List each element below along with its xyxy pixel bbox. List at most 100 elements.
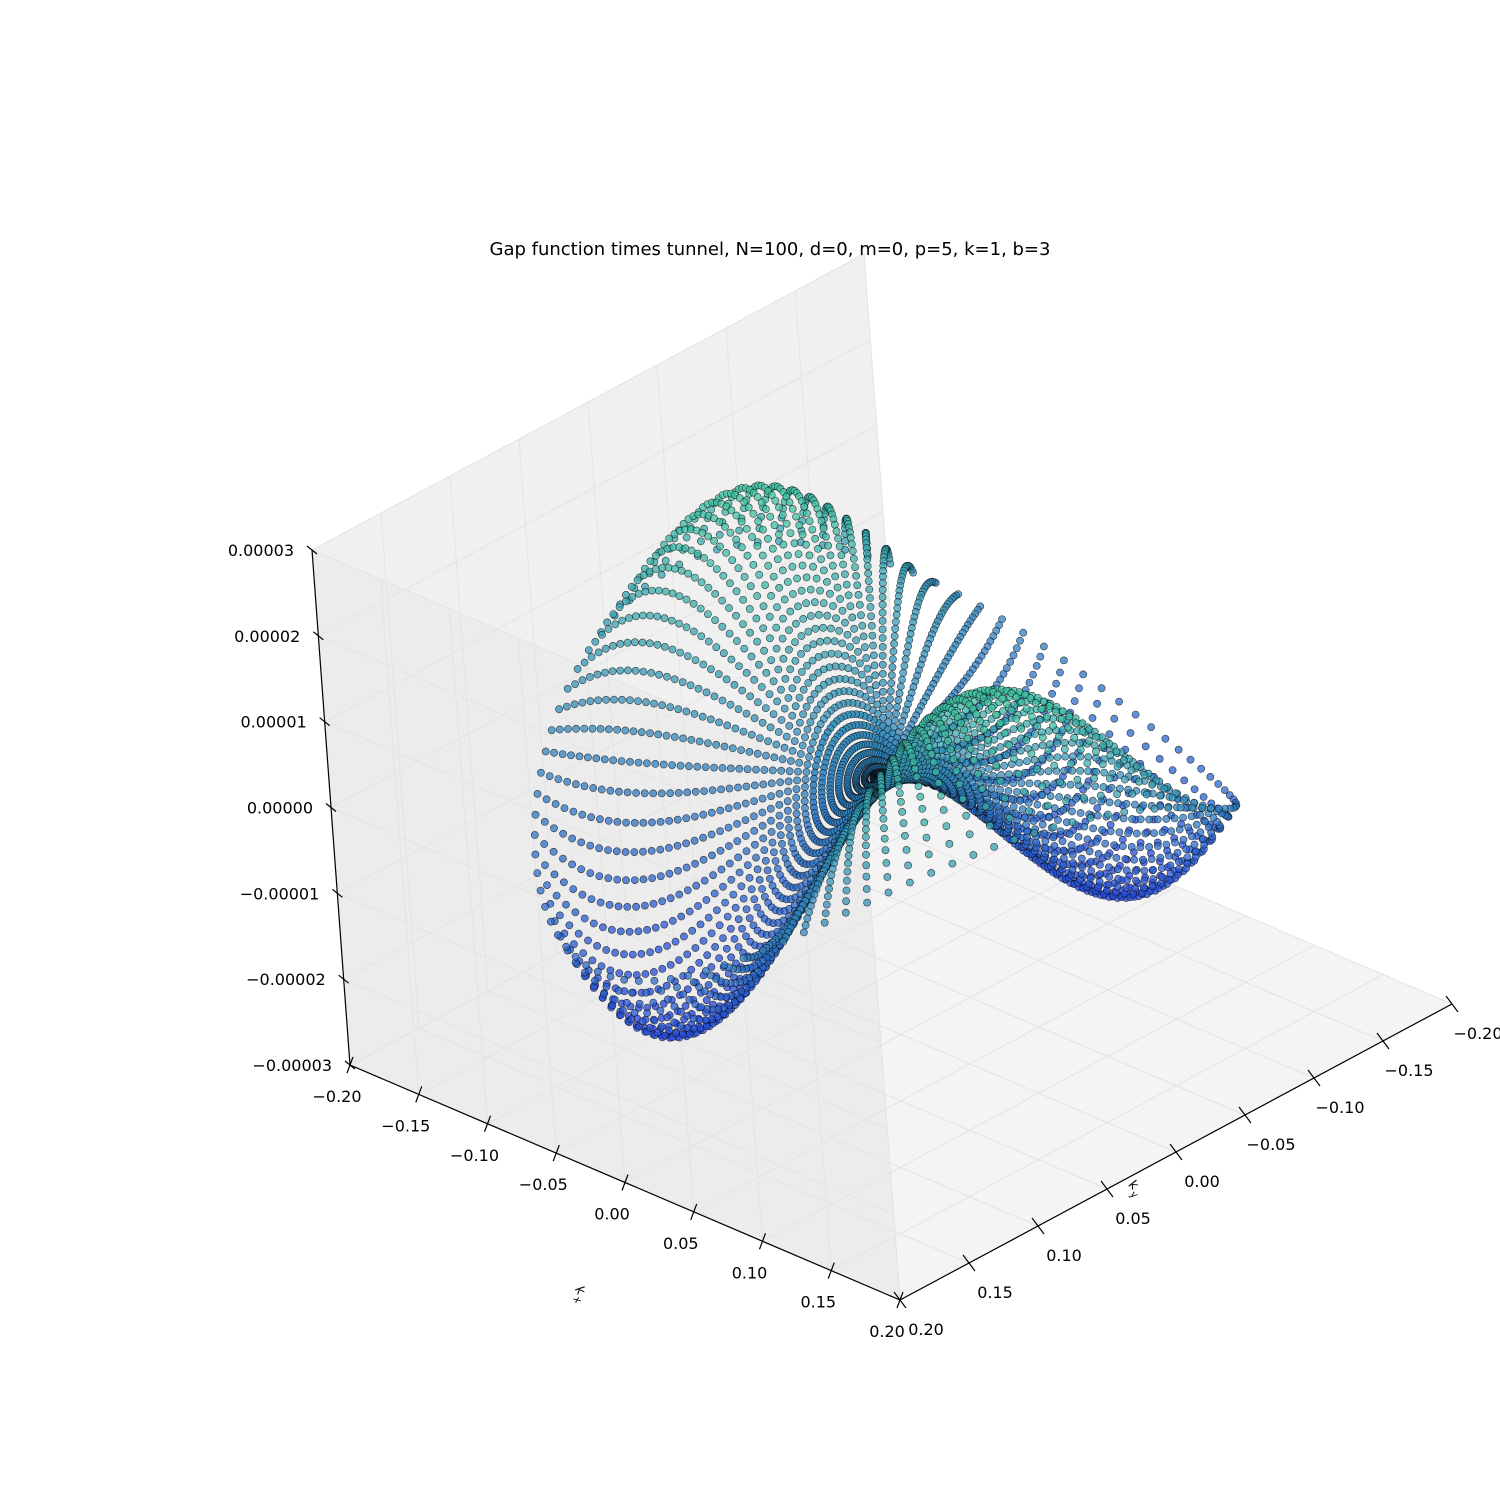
scatter-point [1025,678,1034,687]
scatter-point [783,806,792,815]
scatter-point [1190,785,1199,794]
scatter-point [760,646,768,655]
scatter-point [866,686,874,694]
scatter-point [1157,879,1165,888]
scatter-point [660,920,669,929]
scatter-point [608,667,617,676]
scatter-point [958,795,967,803]
scatter-point [675,956,683,964]
scatter-point [639,875,648,884]
scatter-point [815,510,824,519]
scatter-point [901,655,910,664]
z-tick [331,888,343,898]
scatter-point [1032,662,1041,670]
scatter-point [670,675,679,684]
scatter-point [587,813,595,822]
scatter-point [785,626,793,635]
scatter-point [563,684,572,693]
scatter-point [1022,820,1030,829]
scatter-point [599,990,608,998]
scatter-point [768,838,777,847]
scatter-point [697,537,705,546]
scatter-point [661,587,670,596]
scatter-point [634,927,643,936]
scatter-point [985,821,994,830]
scatter-point [980,725,988,734]
z-tick-label: −0.00003 [252,1056,332,1075]
scatter-point [738,924,746,933]
scatter-point [778,840,786,848]
scatter-point [1043,712,1051,721]
scatter-point [890,639,898,648]
scatter-point [695,983,704,992]
scatter-point [1183,853,1192,861]
scatter-point [1180,776,1189,785]
scatter-point [826,551,835,560]
scatter-point [793,727,801,736]
scatter-point [753,903,762,912]
scatter-point [823,636,832,645]
scatter-point [878,806,887,815]
chart-title: Gap function times tunnel, N=100, d=0, m… [490,239,1051,260]
scatter-point [715,518,724,526]
scatter-point [977,743,985,752]
scatter-point [1002,751,1011,760]
scatter-point [869,651,878,660]
scatter-point [596,898,605,907]
scatter-point [550,748,558,757]
scatter-point [779,540,788,549]
scatter-point [837,551,846,560]
scatter-point [785,824,793,832]
scatter-point [1114,799,1122,808]
scatter-point [750,781,759,790]
scatter-point [745,605,754,613]
scatter-point [704,610,712,618]
scatter-point [952,766,961,775]
scatter-point [722,675,731,684]
y-tick [758,1233,767,1250]
scatter-point [720,742,729,751]
scatter-point [755,660,763,669]
scatter-point [1123,876,1131,884]
scatter-point [898,675,906,684]
scatter-point [873,700,882,709]
scatter-point [888,663,897,672]
scatter-point [805,517,814,525]
scatter-point [645,639,654,648]
scatter-point [1048,689,1056,698]
scatter-point [687,736,696,744]
scatter-point [803,760,812,769]
scatter-point [1037,705,1046,713]
scatter-point [1128,790,1137,798]
scatter-point [665,817,674,825]
scatter-point [793,776,801,785]
scatter-point [745,874,754,882]
scatter-point [690,836,699,845]
scatter-point [1059,846,1068,855]
scatter-point [1214,804,1223,813]
scatter-point [799,710,807,719]
scatter-point [591,637,600,646]
scatter-point [764,737,772,746]
scatter-point [806,695,815,704]
scatter-point [834,650,843,658]
scatter-point [704,532,712,541]
scatter-point [710,889,719,898]
scatter-point [1113,790,1121,799]
scatter-point [819,599,828,607]
scatter-point [727,655,736,664]
scatter-point [715,718,723,727]
scatter-point [744,503,753,512]
scatter-point [802,702,811,711]
scatter-point [827,871,836,879]
scatter-point [683,1012,692,1020]
scatter-point [789,590,797,598]
scatter-point [732,587,741,596]
scatter-point [568,860,576,869]
scatter-point [641,901,649,910]
scatter-point [1173,848,1182,857]
scatter-point [804,679,813,687]
scatter-point [704,637,713,646]
scatter-point [816,637,825,646]
scatter-point [772,740,781,749]
